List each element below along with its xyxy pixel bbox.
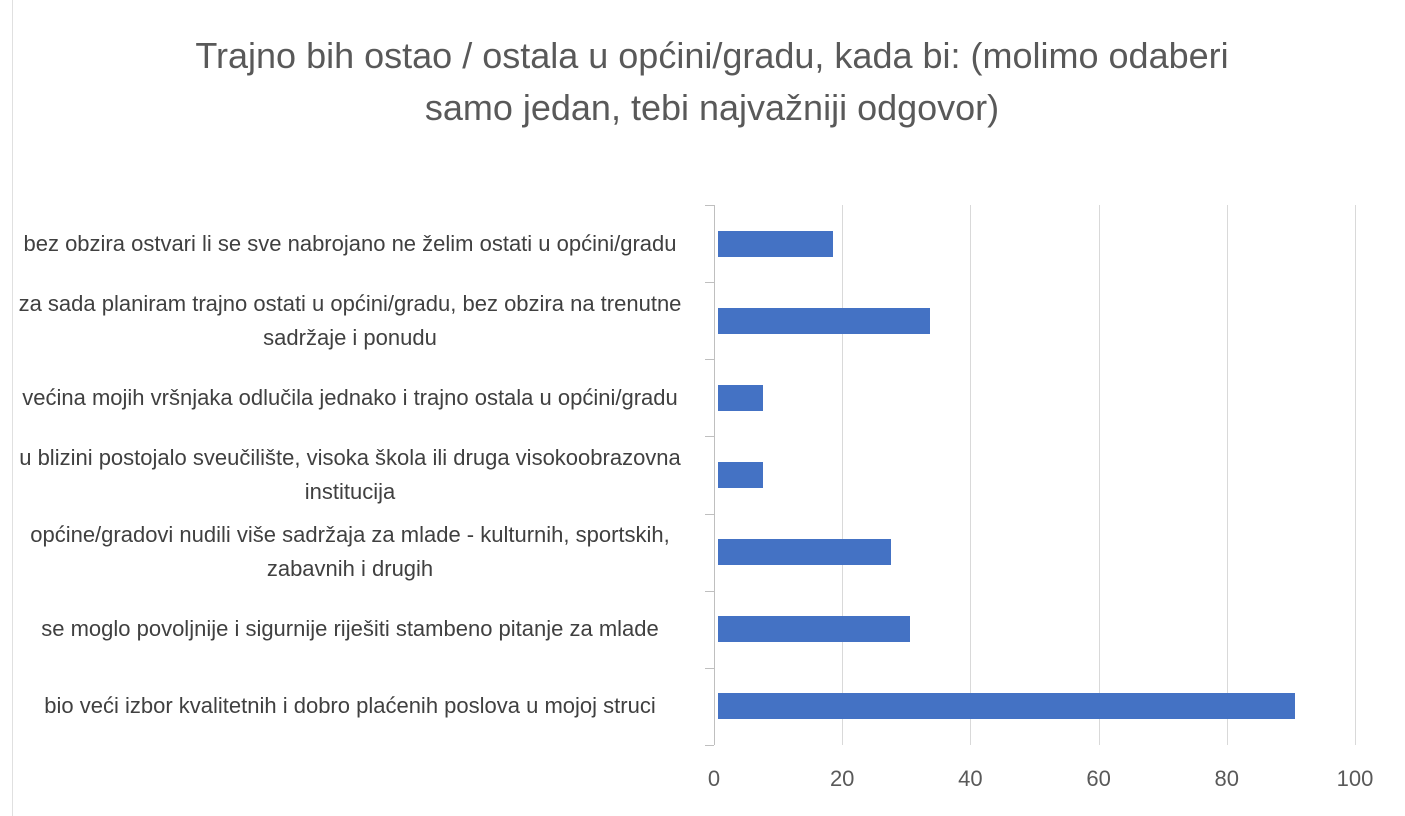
category-tick [705,513,714,515]
category-label: u blizini postojalo sveučilište, visoka … [19,445,681,504]
x-tick-label: 20 [829,766,855,791]
category-tick [705,667,714,669]
category-tick [705,205,714,206]
x-tick-label: 40 [958,766,983,791]
x-tick-label: 0 [707,766,721,791]
category-label: općine/gradovi nudili više sadržaja za m… [30,522,670,582]
grid-line [1226,205,1228,745]
category-tick [705,745,714,746]
category-tick [705,282,714,284]
grid-line [1355,205,1356,745]
bar [718,230,834,257]
category-tick [705,359,714,361]
bar [718,693,1295,720]
x-tick-label: 100 [1336,766,1374,791]
category-label: većina mojih vršnjaka odlučila jednako i… [22,384,678,410]
chart-title: Trajno bih ostao / ostala u općini/gradu… [195,35,1229,128]
bar [718,616,911,643]
category-label: bez obzira ostvari li se sve nabrojano n… [23,230,677,256]
grid-line [1098,205,1100,745]
axis-line [714,205,715,745]
bar [718,462,763,488]
category-tick [705,436,714,438]
grid-line [842,205,844,745]
category-tick [705,590,714,592]
border [12,0,13,816]
x-tick-label: 60 [1086,766,1111,791]
grid-line [970,205,972,745]
bar [718,539,892,566]
x-tick-label: 80 [1214,766,1240,791]
category-label: bio veći izbor kvalitetnih i dobro plaće… [44,693,656,719]
category-label: za sada planiram trajno ostati u općini/… [18,290,682,350]
category-label: se moglo povoljnije i sigurnije riješiti… [41,616,659,642]
bar [718,307,930,334]
bar [718,384,763,411]
